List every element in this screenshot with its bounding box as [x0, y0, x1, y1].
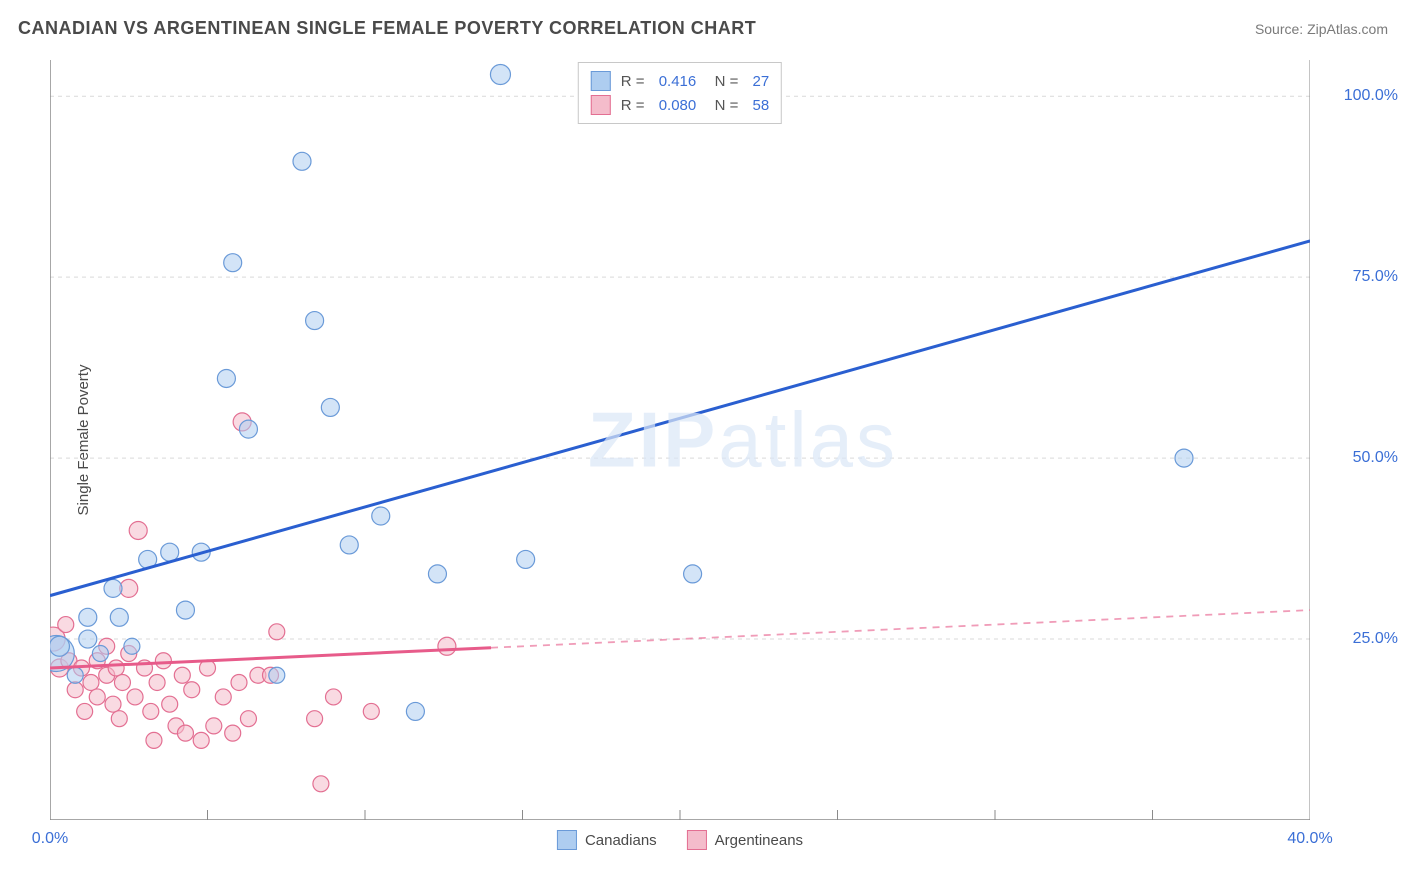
- y-tick-label: 50.0%: [1353, 449, 1398, 467]
- legend-swatch-canadians: [557, 830, 577, 850]
- legend-item-canadians: Canadians: [557, 830, 657, 850]
- stat-legend-row: R = 0.080 N = 58: [591, 93, 769, 117]
- stat-legend-row: R = 0.416 N = 27: [591, 69, 769, 93]
- legend-label-canadians: Canadians: [585, 832, 657, 849]
- chart-header: CANADIAN VS ARGENTINEAN SINGLE FEMALE PO…: [18, 18, 1388, 39]
- stat-N-value: 58: [748, 97, 769, 114]
- legend-label-argentineans: Argentineans: [715, 832, 803, 849]
- chart-title: CANADIAN VS ARGENTINEAN SINGLE FEMALE PO…: [18, 18, 756, 39]
- stat-N-label: N =: [706, 73, 738, 90]
- stat-R-label: R =: [621, 73, 645, 90]
- series-legend: Canadians Argentineans: [557, 830, 803, 850]
- x-tick-label: 0.0%: [32, 830, 68, 848]
- legend-item-argentineans: Argentineans: [687, 830, 803, 850]
- stat-swatch: [591, 95, 611, 115]
- chart-plot-area: Single Female Poverty ZIPatlas 25.0%50.0…: [50, 60, 1310, 820]
- x-tick-label: 40.0%: [1287, 830, 1332, 848]
- stat-swatch: [591, 71, 611, 91]
- stat-N-value: 27: [748, 73, 769, 90]
- chart-svg: [50, 60, 1310, 820]
- legend-swatch-argentineans: [687, 830, 707, 850]
- stat-R-label: R =: [621, 97, 645, 114]
- stat-N-label: N =: [706, 97, 738, 114]
- chart-source: Source: ZipAtlas.com: [1255, 21, 1388, 37]
- y-tick-label: 75.0%: [1353, 268, 1398, 286]
- y-tick-label: 25.0%: [1353, 630, 1398, 648]
- stat-R-value: 0.416: [655, 73, 697, 90]
- y-tick-label: 100.0%: [1344, 87, 1398, 105]
- stat-R-value: 0.080: [655, 97, 697, 114]
- stat-legend: R = 0.416 N = 27R = 0.080 N = 58: [578, 62, 782, 124]
